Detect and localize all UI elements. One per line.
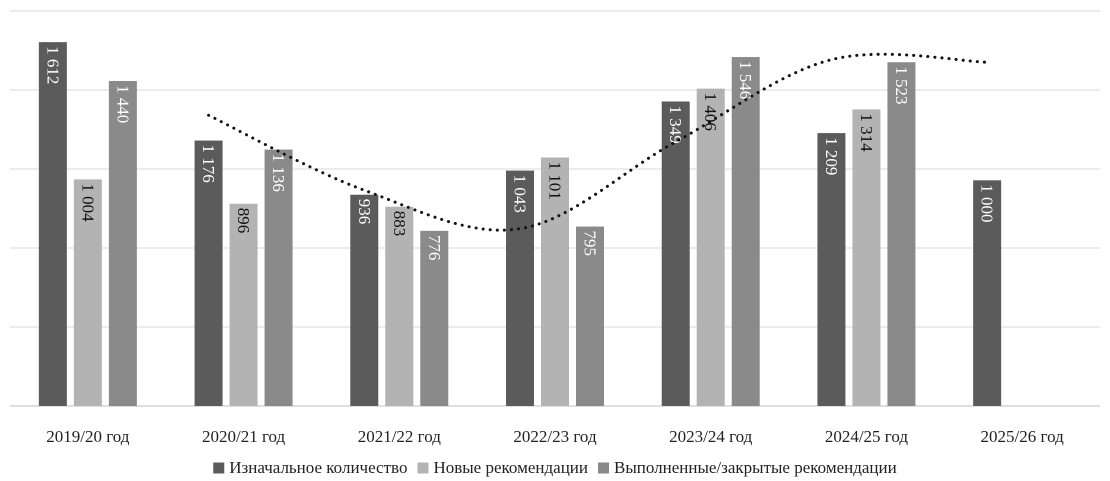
data-label: 1 406 (701, 93, 720, 131)
x-tick-label: 2024/25 год (825, 427, 909, 446)
data-label: 1 349 (666, 106, 685, 144)
legend-label: Выполненные/закрытые рекомендации (614, 458, 897, 477)
data-label: 1 004 (78, 183, 97, 222)
bar (350, 194, 379, 406)
x-tick-label: 2019/20 год (46, 427, 130, 446)
data-label: 795 (581, 231, 600, 256)
legend-swatch (597, 462, 609, 474)
x-tick-label: 2025/26 год (981, 427, 1065, 446)
bar (576, 226, 604, 406)
x-axis-tick-labels: 2019/20 год 2020/21 год 2021/22 год 2022/23… (46, 427, 1064, 446)
bar (264, 149, 293, 407)
bar (38, 42, 67, 407)
bar (887, 62, 916, 406)
trendline-path (207, 52, 989, 232)
x-tick-label: 2023/24 год (669, 427, 753, 446)
trendline (207, 52, 989, 232)
data-label: 896 (234, 208, 253, 233)
data-label: 1 612 (43, 46, 62, 84)
bar (506, 170, 534, 406)
data-label: 1 000 (978, 184, 997, 222)
x-tick-label: 2022/23 год (513, 427, 597, 446)
legend-label: Изначальное количество (229, 458, 407, 477)
data-label: 936 (355, 199, 374, 225)
legend-label: Новые рекомендации (433, 458, 588, 477)
legend-swatch (213, 462, 225, 474)
data-label: 1 136 (269, 154, 288, 192)
bar (973, 180, 1002, 406)
data-label: 776 (425, 235, 444, 260)
data-label: 1 209 (822, 137, 841, 175)
bars: 1 612 1 004 1 440 1 176 896 1 136 936 883 776 1 0… (38, 42, 1002, 407)
data-label: 1 440 (113, 85, 132, 123)
data-label: 1 101 (546, 161, 565, 199)
bar (385, 206, 414, 406)
bar (541, 157, 569, 406)
bar (817, 133, 846, 406)
bar (420, 230, 449, 406)
data-label: 1 314 (857, 113, 876, 152)
bar (731, 57, 760, 406)
bar (194, 140, 223, 406)
legend-swatch (417, 462, 429, 474)
bar (108, 80, 137, 406)
data-label: 1 043 (511, 175, 530, 213)
legend: Изначальное количество Новые рекомендации… (213, 458, 897, 477)
data-label: 1 546 (736, 61, 755, 99)
bar (229, 203, 258, 406)
data-label: 1 523 (892, 66, 911, 104)
data-label: 1 176 (199, 145, 218, 183)
x-tick-label: 2020/21 год (202, 427, 286, 446)
bar (696, 88, 725, 406)
x-tick-label: 2021/22 год (358, 427, 442, 446)
bar (661, 101, 690, 407)
bar (852, 109, 881, 406)
bar (73, 179, 102, 406)
data-label: 883 (390, 211, 409, 237)
